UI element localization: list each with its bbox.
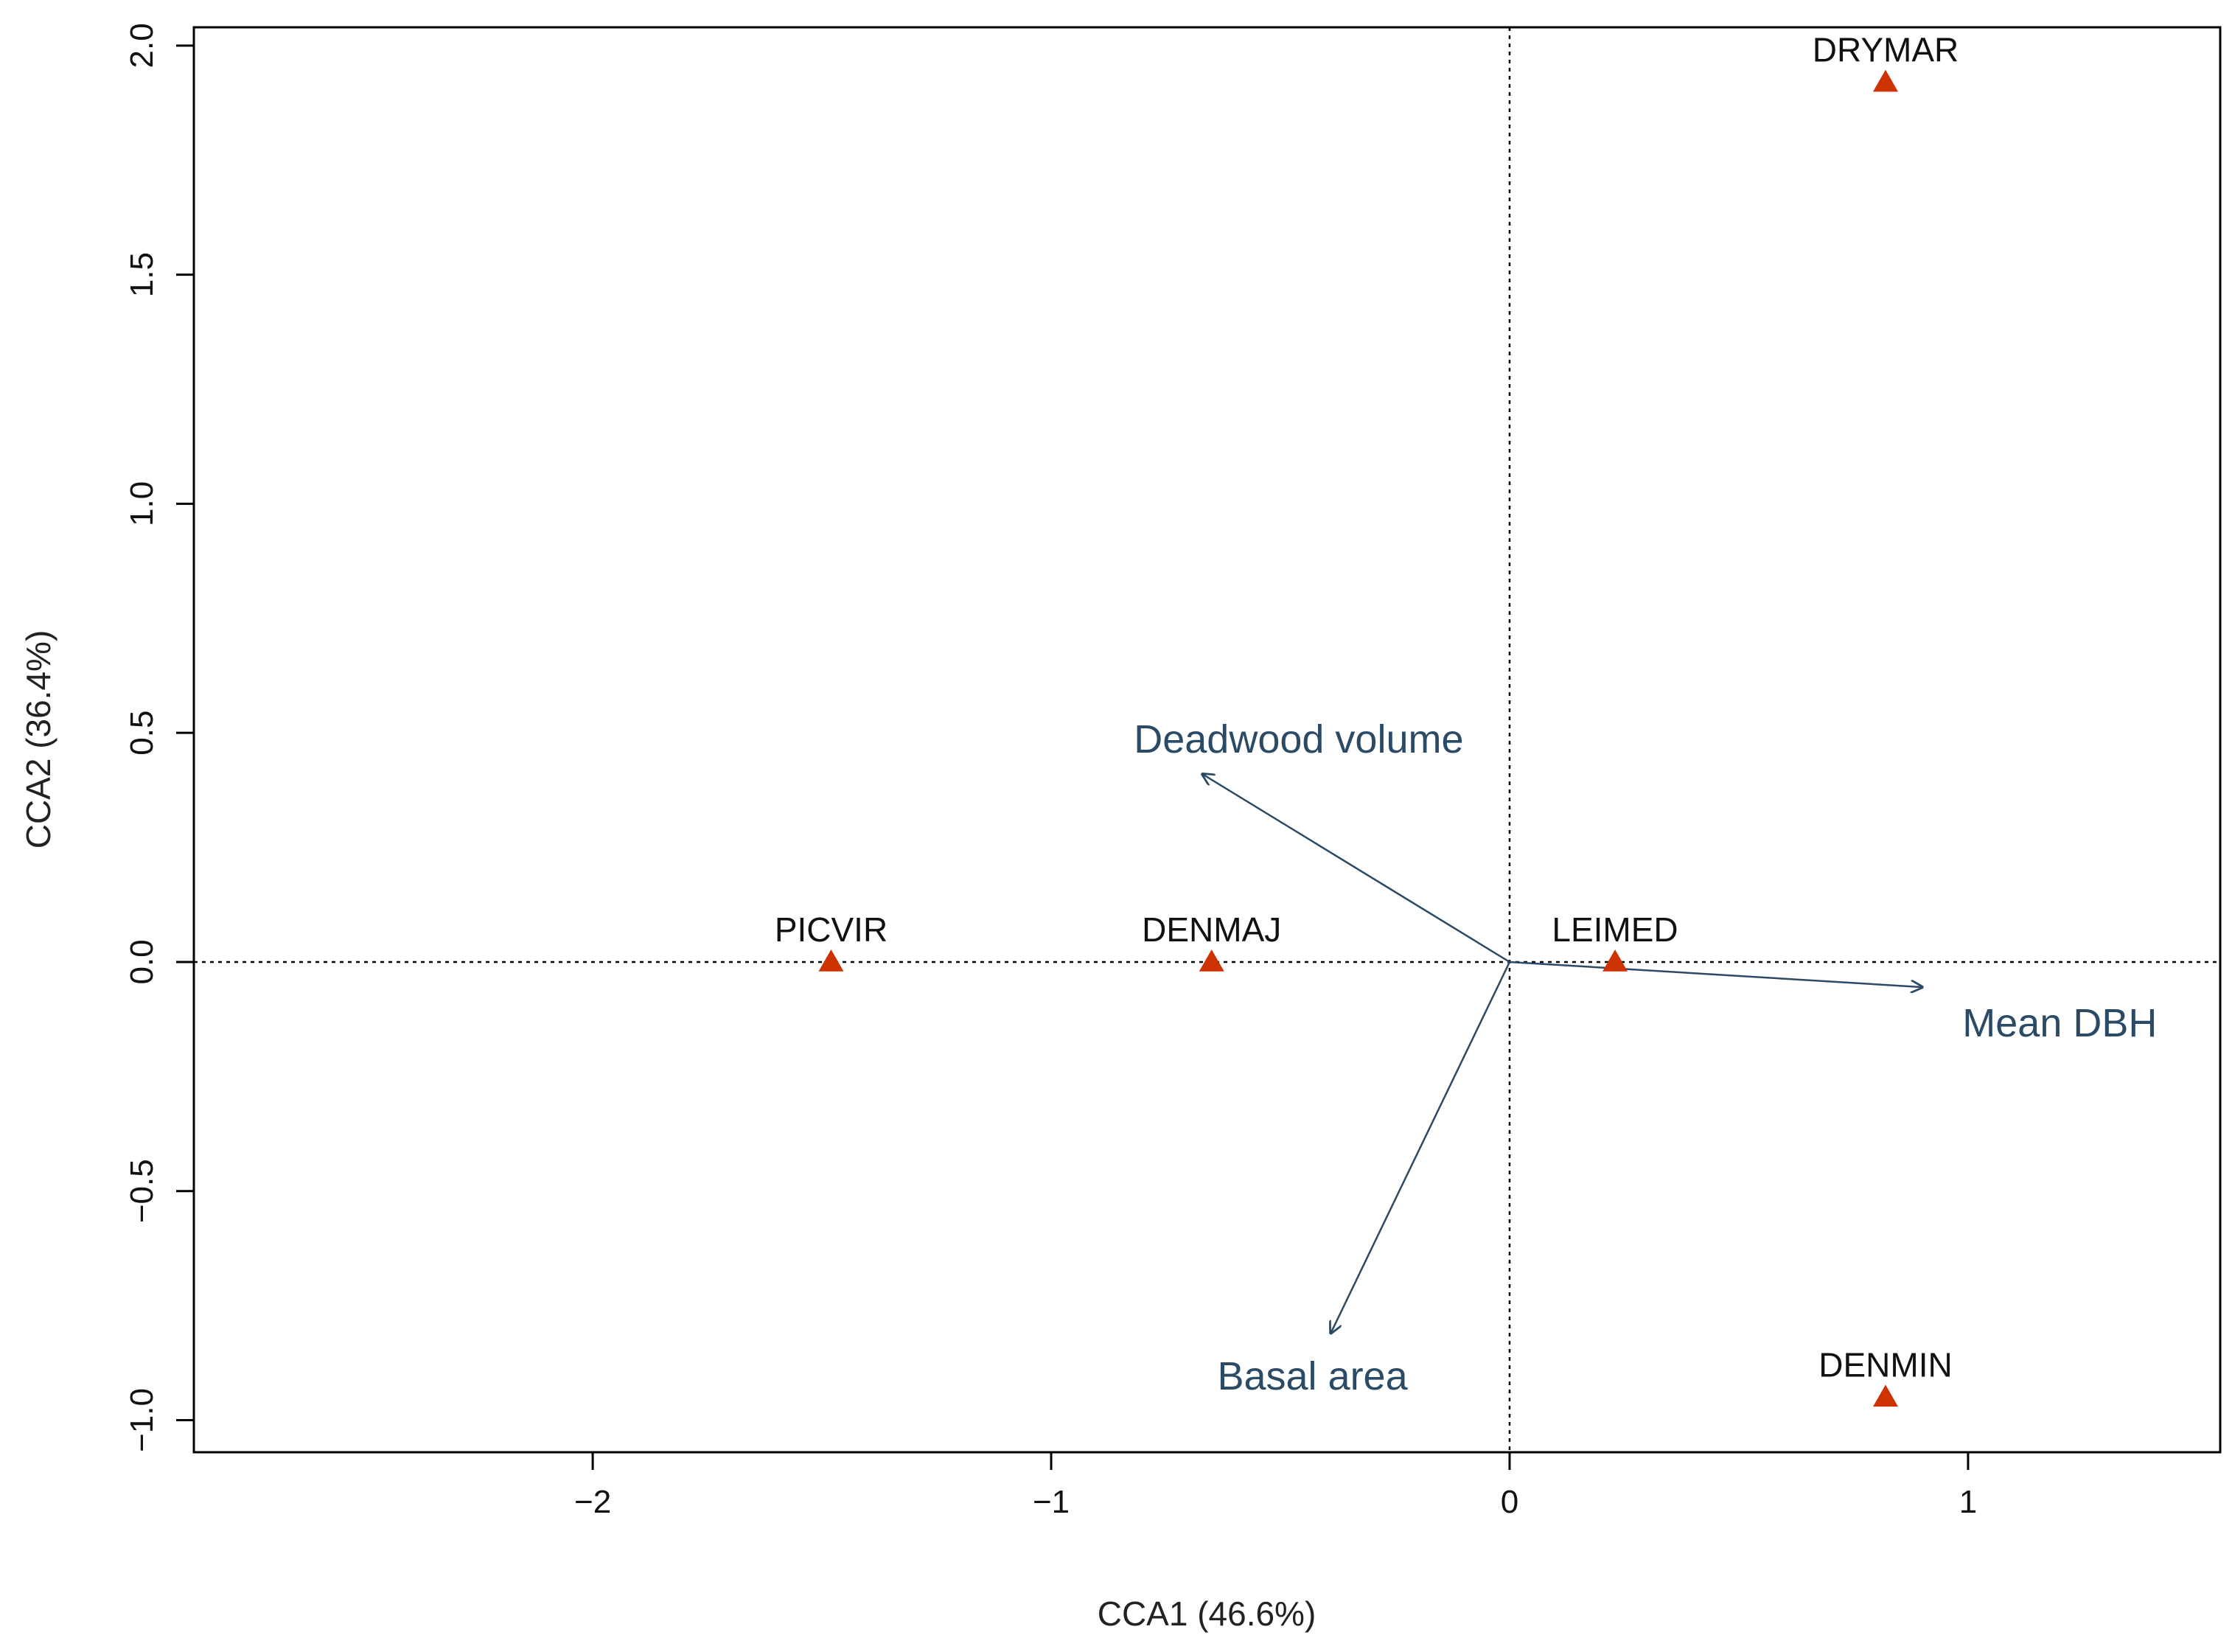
species-marker-leimed: [1602, 949, 1628, 972]
species-marker-denmin: [1872, 1384, 1898, 1407]
y-tick-label-4: 1.0: [124, 481, 160, 526]
y-tick-label-1: −0.5: [124, 1159, 160, 1223]
vector-label-basal-area: Basal area: [1217, 1354, 1408, 1398]
vector-arrow-basal-area: [1331, 961, 1511, 1333]
y-axis-title: CCA2 (36.4%): [19, 630, 57, 849]
x-axis-title: CCA1 (46.6%): [1098, 1595, 1316, 1633]
vector-label-deadwood-volume: Deadwood volume: [1134, 717, 1463, 761]
y-tick-label-6: 2.0: [124, 23, 160, 68]
x-tick-label-1: −1: [1033, 1484, 1070, 1520]
species-label-denmaj: DENMAJ: [1142, 910, 1281, 949]
environmental-vectors: Deadwood volume Mean DBH Basal area: [1134, 717, 2157, 1398]
species-marker-drymar: [1872, 69, 1898, 92]
y-axis: −1.0 −0.5 0.0 0.5 1.0 1.5 2.0: [124, 23, 194, 1452]
species-marker-picvir: [818, 949, 844, 972]
vector-arrow-mean-dbh: [1509, 961, 1922, 987]
y-tick-label-2: 0.0: [124, 939, 160, 984]
plot-frame: [192, 26, 2222, 1454]
x-tick-label-2: 0: [1501, 1484, 1518, 1520]
vector-arrow-deadwood-volume: [1202, 774, 1510, 963]
species-label-leimed: LEIMED: [1552, 910, 1678, 949]
species-label-drymar: DRYMAR: [1813, 31, 1959, 69]
y-tick-label-3: 0.5: [124, 711, 160, 756]
vector-label-mean-dbh: Mean DBH: [1962, 1001, 2157, 1045]
x-tick-label-3: 1: [1959, 1484, 1977, 1520]
x-axis: −2 −1 0 1: [574, 1452, 1977, 1520]
y-tick-label-0: −1.0: [124, 1388, 160, 1452]
y-tick-label-5: 1.5: [124, 252, 160, 297]
species-marker-denmaj: [1199, 949, 1224, 972]
species-label-picvir: PICVIR: [775, 910, 887, 949]
species-points: DRYMAR PICVIR DENMAJ LEIMED DENMIN: [775, 31, 1959, 1407]
x-tick-label-0: −2: [574, 1484, 611, 1520]
species-label-denmin: DENMIN: [1818, 1345, 1952, 1384]
reference-lines: [194, 27, 2220, 1452]
